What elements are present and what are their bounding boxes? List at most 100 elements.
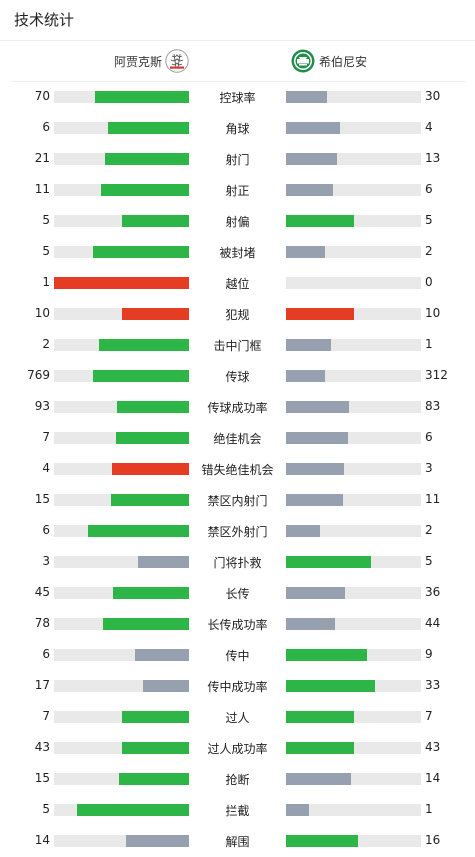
home-stat-bar-fill bbox=[135, 649, 189, 661]
away-stat-bar-fill bbox=[286, 401, 350, 413]
away-stat-bar bbox=[286, 835, 421, 847]
stat-label: 角球 bbox=[225, 122, 250, 136]
away-stat-value: 36 bbox=[425, 585, 441, 599]
home-stat-value: 43 bbox=[34, 740, 50, 754]
stat-label: 犯规 bbox=[225, 308, 250, 322]
stat-label: 禁区外射门 bbox=[207, 525, 268, 539]
away-stat-value: 2 bbox=[425, 523, 433, 537]
home-stat-bar bbox=[54, 153, 189, 165]
home-stat-value: 5 bbox=[42, 213, 50, 227]
away-stat-bar bbox=[286, 370, 421, 382]
home-stat-value: 769 bbox=[27, 368, 50, 382]
stat-row: 15 禁区内射门 11 bbox=[0, 485, 475, 516]
away-stat-bar-fill bbox=[286, 525, 320, 537]
stat-row: 21 射门 13 bbox=[0, 144, 475, 175]
away-stat-bar-fill bbox=[286, 556, 372, 568]
home-stat-bar bbox=[54, 804, 189, 816]
away-stat-bar bbox=[286, 618, 421, 630]
stat-row: 78 长传成功率 44 bbox=[0, 609, 475, 640]
away-stat-bar bbox=[286, 742, 421, 754]
away-stat-bar-fill bbox=[286, 370, 326, 382]
stat-row: 43 过人成功率 43 bbox=[0, 733, 475, 764]
stat-row: 7 过人 7 bbox=[0, 702, 475, 733]
away-stat-bar bbox=[286, 122, 421, 134]
stat-label: 过人成功率 bbox=[207, 742, 268, 756]
home-stat-bar-fill bbox=[143, 680, 189, 692]
page-title: 技术统计 bbox=[14, 11, 75, 29]
stat-label: 击中门框 bbox=[213, 339, 262, 353]
home-stat-bar bbox=[54, 246, 189, 258]
away-stat-bar-fill bbox=[286, 494, 343, 506]
away-stat-value: 4 bbox=[425, 120, 433, 134]
stat-row: 70 控球率 30 bbox=[0, 82, 475, 113]
stat-label: 传中成功率 bbox=[207, 680, 268, 694]
home-stat-bar bbox=[54, 835, 189, 847]
away-stat-bar bbox=[286, 246, 421, 258]
home-stat-bar-fill bbox=[94, 91, 189, 103]
stat-label: 传中 bbox=[225, 649, 250, 663]
home-stat-bar-fill bbox=[110, 494, 189, 506]
away-stat-bar-fill bbox=[286, 308, 354, 320]
away-stat-value: 6 bbox=[425, 430, 433, 444]
home-stat-bar bbox=[54, 587, 189, 599]
away-stat-bar bbox=[286, 277, 421, 289]
home-stat-value: 6 bbox=[42, 647, 50, 661]
home-stat-bar bbox=[54, 215, 189, 227]
home-stat-value: 11 bbox=[34, 182, 50, 196]
stat-row: 45 长传 36 bbox=[0, 578, 475, 609]
home-stat-value: 45 bbox=[34, 585, 50, 599]
away-stat-bar-fill bbox=[286, 91, 327, 103]
away-stat-value: 33 bbox=[425, 678, 441, 692]
stat-row: 7 绝佳机会 6 bbox=[0, 423, 475, 454]
away-stat-value: 6 bbox=[425, 182, 433, 196]
stat-row: 6 传中 9 bbox=[0, 640, 475, 671]
home-stat-bar-fill bbox=[105, 153, 189, 165]
stat-row: 14 解围 16 bbox=[0, 826, 475, 857]
home-stat-bar bbox=[54, 556, 189, 568]
away-stat-value: 10 bbox=[425, 306, 441, 320]
stat-row: 4 错失绝佳机会 3 bbox=[0, 454, 475, 485]
home-stat-bar bbox=[54, 308, 189, 320]
home-stat-bar-fill bbox=[121, 215, 189, 227]
home-stat-bar bbox=[54, 711, 189, 723]
stat-label: 拦截 bbox=[225, 804, 250, 818]
away-stat-bar-fill bbox=[286, 742, 354, 754]
away-stat-bar-fill bbox=[286, 773, 351, 785]
away-stat-value: 1 bbox=[425, 337, 433, 351]
stat-row: 769 传球 312 bbox=[0, 361, 475, 392]
away-stat-bar-fill bbox=[286, 339, 331, 351]
teams-divider bbox=[10, 81, 466, 82]
home-stat-value: 10 bbox=[34, 306, 50, 320]
home-stat-value: 5 bbox=[42, 244, 50, 258]
away-stat-bar bbox=[286, 711, 421, 723]
away-stat-bar bbox=[286, 432, 421, 444]
away-team-crest-icon[interactable] bbox=[291, 49, 315, 73]
away-stat-bar bbox=[286, 525, 421, 537]
stat-label: 长传成功率 bbox=[207, 618, 268, 632]
home-stat-bar-fill bbox=[125, 835, 189, 847]
home-stat-bar-fill bbox=[118, 773, 189, 785]
home-stat-bar-fill bbox=[121, 308, 189, 320]
away-stat-value: 16 bbox=[425, 833, 441, 847]
home-team-crest-icon[interactable] bbox=[165, 49, 189, 73]
home-stat-bar bbox=[54, 184, 189, 196]
away-stat-bar-fill bbox=[286, 835, 358, 847]
away-stat-bar bbox=[286, 680, 421, 692]
away-stat-bar-fill bbox=[286, 122, 340, 134]
home-stat-value: 70 bbox=[34, 89, 50, 103]
stat-row: 5 射偏 5 bbox=[0, 206, 475, 237]
stat-row: 15 抢断 14 bbox=[0, 764, 475, 795]
stat-row: 2 击中门框 1 bbox=[0, 330, 475, 361]
away-stat-bar bbox=[286, 215, 421, 227]
away-stat-value: 43 bbox=[425, 740, 441, 754]
home-stat-value: 15 bbox=[34, 492, 50, 506]
away-stat-value: 3 bbox=[425, 461, 433, 475]
home-stat-bar-fill bbox=[102, 618, 189, 630]
away-stat-bar bbox=[286, 649, 421, 661]
home-stat-bar-fill bbox=[108, 122, 189, 134]
home-stat-value: 93 bbox=[34, 399, 50, 413]
away-team-name[interactable]: 希伯尼安 bbox=[319, 55, 368, 69]
stat-row: 5 被封堵 2 bbox=[0, 237, 475, 268]
home-team-name[interactable]: 阿贾克斯 bbox=[113, 55, 162, 69]
home-stat-bar-fill bbox=[101, 184, 189, 196]
